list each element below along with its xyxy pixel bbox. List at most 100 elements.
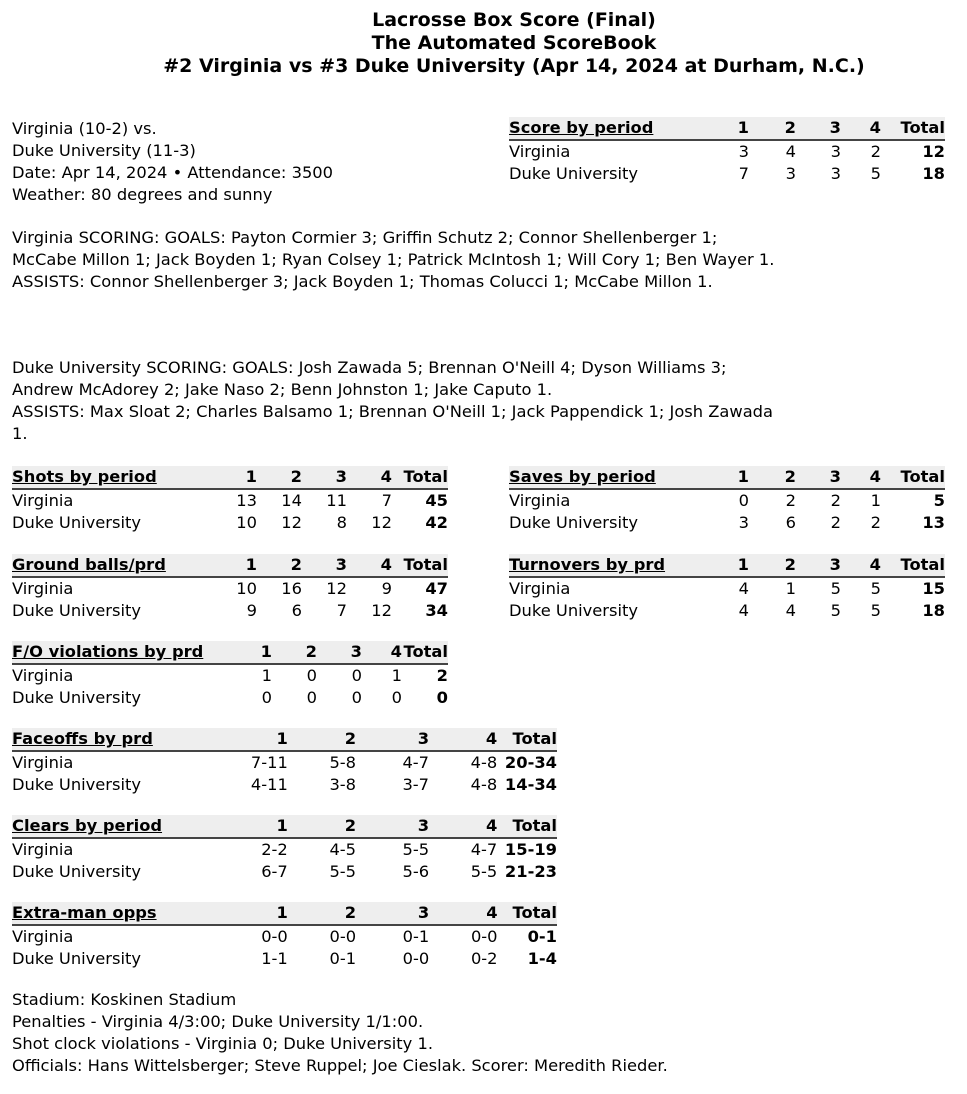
period-cell: 5-5: [470, 862, 498, 881]
column-header: 2: [287, 902, 357, 926]
period-cell: 3: [785, 164, 796, 183]
period-cell: 6: [291, 601, 302, 620]
team-name: Duke University: [509, 164, 639, 183]
period-cell: 4-7: [402, 753, 430, 772]
column-header: Total: [497, 728, 557, 752]
column-header: 1: [219, 728, 288, 752]
title-line-3: #2 Virginia vs #3 Duke University (Apr 1…: [163, 55, 865, 77]
table-title: Turnovers by prd: [509, 554, 709, 578]
table-row: Duke University 4 4 5 5 18: [509, 600, 945, 622]
table-row: Duke University 3 6 2 2 13: [509, 512, 945, 534]
shots-table: Shots by period 1 2 3 4 Total Virginia 13 14 11 7 4…: [12, 466, 448, 534]
table-header: Faceoffs by prd 1 2 3 4 Total: [12, 728, 557, 752]
column-header: 3: [356, 902, 430, 926]
period-cell: 2: [870, 513, 881, 532]
column-header: 3: [317, 641, 362, 665]
period-cell: 0: [306, 688, 317, 707]
period-cell: 0: [391, 688, 402, 707]
officials: Officials: Hans Wittelsberger; Steve Rup…: [12, 1056, 668, 1075]
period-cell: 2: [830, 491, 841, 510]
total-cell: 0-1: [527, 927, 557, 946]
period-cell: 2: [830, 513, 841, 532]
table-header: Turnovers by prd 1 2 3 4 Total: [509, 554, 945, 578]
period-cell: 4-11: [250, 775, 288, 794]
column-header: 3: [302, 554, 347, 578]
team-name: Duke University: [12, 949, 142, 968]
column-header: 3: [796, 466, 841, 490]
column-header: 2: [287, 728, 357, 752]
table-row: Virginia 3 4 3 2 12: [509, 140, 945, 163]
team-name: Duke University: [12, 601, 142, 620]
period-cell: 10: [236, 579, 257, 598]
period-cell: 3-8: [329, 775, 357, 794]
table-header: Ground balls/prd 1 2 3 4 Total: [12, 554, 448, 578]
total-cell: 15: [922, 579, 945, 598]
table-header: Shots by period 1 2 3 4 Total: [12, 466, 448, 490]
virginia-assists: ASSISTS: Connor Shellenberger 3; Jack Bo…: [12, 272, 713, 291]
period-cell: 1: [785, 579, 796, 598]
score-table: Score by period 1 2 3 4 Total Virginia 3 4 3 2 12 Du…: [509, 117, 945, 185]
period-cell: 0-0: [470, 927, 498, 946]
team-name: Duke University: [12, 775, 142, 794]
column-header: 4: [347, 466, 392, 490]
period-cell: 0-0: [329, 927, 357, 946]
table-title: Clears by period: [12, 815, 220, 839]
table-row: Duke University 6-7 5-5 5-6 5-5 21-23: [12, 861, 557, 883]
period-cell: 4: [785, 142, 796, 161]
total-cell: 21-23: [504, 862, 557, 881]
total-cell: 34: [425, 601, 448, 620]
period-cell: 12: [371, 513, 392, 532]
table-title: Ground balls/prd: [12, 554, 212, 578]
period-cell: 1: [261, 666, 272, 685]
team-name: Virginia: [509, 579, 571, 598]
period-cell: 5: [830, 579, 841, 598]
column-header: 3: [796, 117, 841, 141]
virginia-goals: Virginia SCORING: GOALS: Payton Cormier …: [12, 228, 775, 269]
column-header: 4: [429, 902, 498, 926]
period-cell: 4: [785, 601, 796, 620]
period-cell: 4-7: [470, 840, 498, 859]
table-header: Saves by period 1 2 3 4 Total: [509, 466, 945, 490]
column-header: Total: [497, 902, 557, 926]
virginia-scoring: Virginia SCORING: GOALS: Payton Cormier …: [12, 227, 787, 293]
period-cell: 5: [870, 601, 881, 620]
period-cell: 0: [261, 688, 272, 707]
period-cell: 13: [236, 491, 257, 510]
column-header: 4: [841, 117, 881, 141]
column-header: Total: [881, 466, 945, 490]
saves-table: Saves by period 1 2 3 4 Total Virginia 0 2 2 1 5 Duk…: [509, 466, 945, 534]
period-cell: 14: [281, 491, 302, 510]
period-cell: 5: [830, 601, 841, 620]
title-line-1: Lacrosse Box Score (Final): [372, 9, 656, 31]
column-header: 3: [356, 728, 430, 752]
period-cell: 3: [830, 164, 841, 183]
period-cell: 0-2: [470, 949, 498, 968]
period-cell: 1: [391, 666, 402, 685]
team-name: Duke University: [509, 601, 639, 620]
period-cell: 2: [785, 491, 796, 510]
table-row: Duke University 10 12 8 12 42: [12, 512, 448, 534]
turnovers-table: Turnovers by prd 1 2 3 4 Total Virginia 4 1 5 5 15 D…: [509, 554, 945, 622]
table-row: Duke University 4-11 3-8 3-7 4-8 14-34: [12, 774, 557, 796]
period-cell: 3-7: [402, 775, 430, 794]
total-cell: 20-34: [504, 753, 557, 772]
table-header: Clears by period 1 2 3 4 Total: [12, 815, 557, 839]
period-cell: 0: [738, 491, 749, 510]
period-cell: 7-11: [250, 753, 288, 772]
groundballs-table: Ground balls/prd 1 2 3 4 Total Virginia 10 16 12 9…: [12, 554, 448, 622]
period-cell: 4: [738, 579, 749, 598]
period-cell: 11: [326, 491, 347, 510]
column-header: 2: [257, 554, 302, 578]
total-cell: 5: [933, 491, 945, 510]
team-name: Duke University: [12, 513, 142, 532]
column-header: 4: [429, 815, 498, 839]
game-info: Virginia (10-2) vs. Duke University (11-…: [12, 118, 333, 206]
column-header: 4: [347, 554, 392, 578]
column-header: Total: [497, 815, 557, 839]
table-row: Virginia 2-2 4-5 5-5 4-7 15-19: [12, 838, 557, 861]
table-header: Score by period 1 2 3 4 Total: [509, 117, 945, 141]
total-cell: 14-34: [504, 775, 557, 794]
column-header: 1: [219, 815, 288, 839]
column-header: Total: [392, 554, 448, 578]
total-cell: 15-19: [504, 840, 557, 859]
